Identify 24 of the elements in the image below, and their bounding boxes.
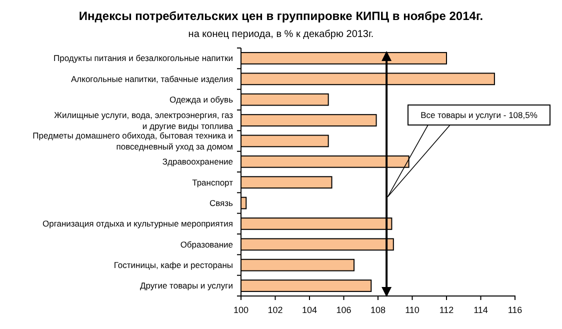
chart-title: Индексы потребительских цен в группировке КИПЦ в ноябре 2014г. — [78, 9, 484, 23]
x-tick-label: 114 — [474, 304, 488, 315]
x-tick-label: 104 — [302, 304, 318, 315]
y-tick-label: Алкогольные напитки, табачные изделия — [71, 74, 234, 84]
x-tick-label: 106 — [336, 304, 352, 315]
y-tick-label: Образование — [180, 239, 234, 250]
chart-subtitle: на конец периода, в % к декабрю 2013г. — [188, 29, 374, 40]
x-tick-label: 100 — [233, 304, 249, 315]
x-tick-label: 116 — [508, 304, 522, 315]
y-tick-label: Гостиницы, кафе и рестораны — [114, 260, 233, 270]
y-tick-label: Здравоохранение — [162, 156, 234, 167]
x-tick-label: 110 — [405, 304, 420, 315]
y-tick-label: Жилищные услуги, вода, электроэнергия, газ и другие виды топлива — [54, 110, 234, 131]
y-tick-label: Продукты питания и безалкогольные напитки — [54, 53, 234, 64]
x-tick-label: 102 — [268, 304, 283, 315]
y-tick-label: Связь — [210, 198, 234, 208]
y-tick-label: Другие товары и услуги — [140, 280, 234, 291]
y-tick-label: Предметы домашнего обихода, бытовая техника и повседневный уход за домом — [32, 130, 234, 152]
x-tick-label: 112 — [439, 304, 454, 315]
x-tick-label: 108 — [370, 304, 386, 315]
ref-line-label: Все товары и услуги - 108,5% — [420, 110, 538, 120]
y-tick-label: Транспорт — [192, 177, 234, 188]
y-tick-label: Одежда и обувь — [170, 94, 234, 105]
y-tick-label: Организация отдыха и культурные мероприятия — [42, 218, 234, 229]
